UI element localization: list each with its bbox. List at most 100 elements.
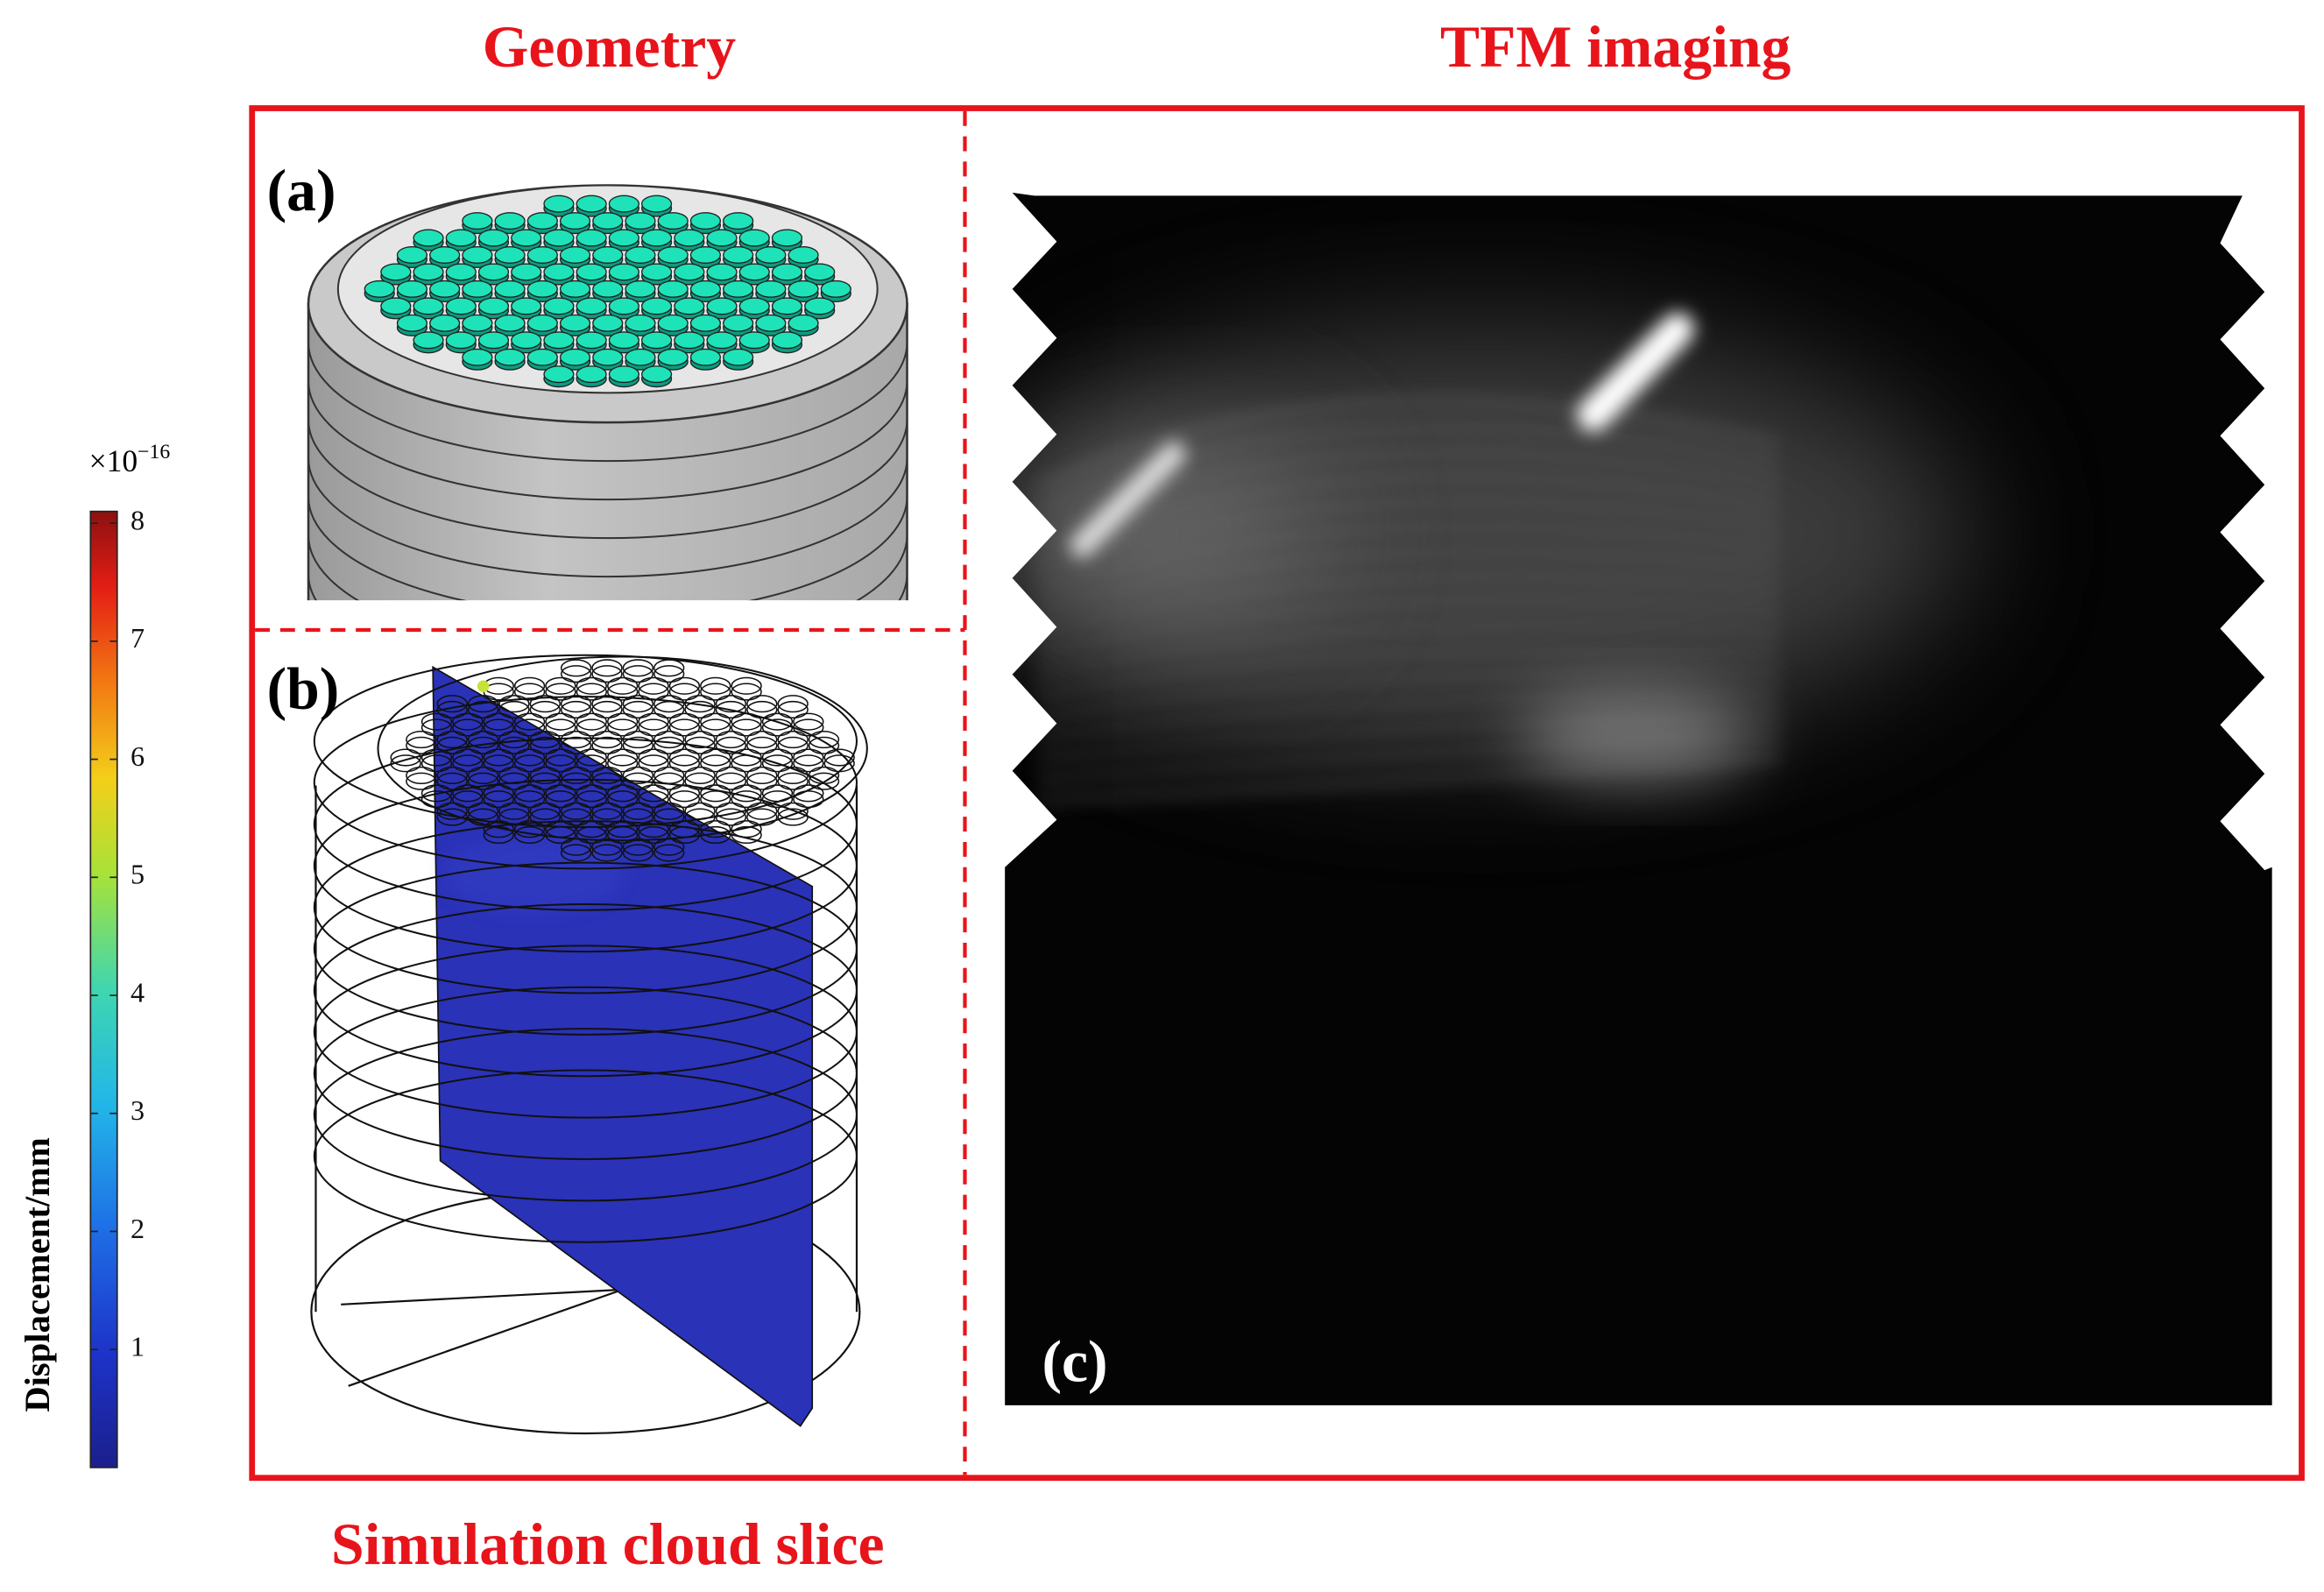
- fiber: [467, 695, 499, 713]
- fiber-top: [592, 348, 624, 366]
- fiber: [545, 790, 576, 809]
- fiber: [808, 736, 840, 754]
- fiber: [607, 825, 639, 845]
- fiber: [591, 838, 623, 856]
- fiber: [761, 748, 794, 767]
- tfm-fringe: [1036, 548, 1779, 617]
- colorbar: [89, 510, 118, 1468]
- ring: [313, 902, 858, 1078]
- fiber: [436, 802, 468, 820]
- fiber: [452, 748, 484, 767]
- fiber-top: [788, 279, 819, 298]
- colorbar-tick-label: 4: [131, 976, 145, 1008]
- fiber: [808, 766, 840, 785]
- fiber: [607, 748, 639, 767]
- fiber-top: [674, 263, 705, 281]
- fiber: [731, 790, 762, 809]
- fiber-top: [608, 229, 639, 247]
- fiber-top: [640, 195, 673, 213]
- fiber: [545, 712, 576, 731]
- fiber-top: [689, 212, 722, 230]
- fiber: [452, 754, 484, 773]
- fiber: [793, 784, 824, 803]
- fiber: [436, 695, 468, 713]
- fiber: [700, 676, 731, 695]
- fiber-top: [723, 246, 754, 264]
- fiber-top: [738, 331, 770, 350]
- fiber-top: [477, 331, 510, 350]
- fiber: [420, 712, 453, 731]
- fiber: [436, 731, 468, 749]
- fiber-top: [657, 279, 689, 298]
- fiber: [560, 772, 592, 790]
- fiber: [808, 731, 840, 749]
- fiber-top: [820, 279, 851, 298]
- fiber: [545, 676, 576, 695]
- fiber: [576, 676, 608, 695]
- fiber: [700, 712, 731, 731]
- fiber: [560, 700, 592, 719]
- tfm-fringe: [1035, 423, 1779, 513]
- fiber-top: [755, 314, 787, 332]
- fiber: [715, 802, 747, 820]
- fiber: [498, 736, 530, 754]
- fiber: [452, 790, 484, 809]
- fiber-top: [592, 314, 624, 332]
- colorbar-tick-label: 2: [131, 1213, 145, 1244]
- fiber: [529, 695, 561, 713]
- colorbar-tick-label: 5: [131, 859, 145, 890]
- fiber: [545, 748, 576, 767]
- fiber-top: [608, 331, 639, 350]
- fiber: [498, 700, 530, 719]
- fiber: [777, 766, 809, 785]
- fiber: [560, 766, 592, 785]
- fiber-top: [788, 314, 819, 332]
- fiber: [777, 772, 809, 790]
- fiber: [406, 736, 437, 754]
- fiber-top: [511, 297, 542, 315]
- fiber: [653, 802, 685, 820]
- fiber: [622, 766, 654, 785]
- fiber-top: [380, 297, 412, 315]
- fiber-top: [576, 195, 607, 213]
- ring: [307, 534, 908, 601]
- fiber: [731, 820, 762, 838]
- fiber-top: [543, 365, 575, 384]
- fiber: [545, 784, 576, 803]
- fiber: [467, 802, 499, 820]
- fiber: [668, 825, 701, 845]
- fiber-top: [429, 246, 461, 264]
- fiber: [731, 718, 762, 737]
- fiber: [560, 844, 592, 862]
- fiber: [607, 718, 639, 737]
- fiber: [668, 683, 701, 701]
- fiber-top: [396, 314, 428, 332]
- fiber: [513, 748, 546, 767]
- fiber-top: [625, 279, 656, 298]
- fiber: [746, 695, 778, 713]
- fiber: [545, 718, 576, 737]
- fiber: [607, 790, 639, 809]
- fiber-top: [526, 348, 558, 366]
- fiber: [684, 808, 716, 826]
- fiber: [591, 736, 623, 754]
- fiber-top: [543, 195, 575, 213]
- fiber-top: [723, 348, 754, 366]
- fiber-top: [511, 331, 542, 350]
- fiber: [576, 718, 608, 737]
- fiber-top: [625, 212, 656, 230]
- fiber: [823, 754, 855, 773]
- fiber: [483, 825, 514, 845]
- fiber: [607, 784, 639, 803]
- heading: Geometry: [483, 14, 736, 80]
- fiber: [607, 676, 639, 695]
- fiber: [638, 784, 669, 803]
- fiber: [513, 790, 546, 809]
- fiber: [591, 802, 623, 820]
- fiber: [793, 718, 824, 737]
- fiber: [622, 772, 654, 790]
- fiber: [638, 820, 669, 838]
- fiber-top: [511, 263, 542, 281]
- fiber: [777, 695, 809, 713]
- fiber: [731, 754, 762, 773]
